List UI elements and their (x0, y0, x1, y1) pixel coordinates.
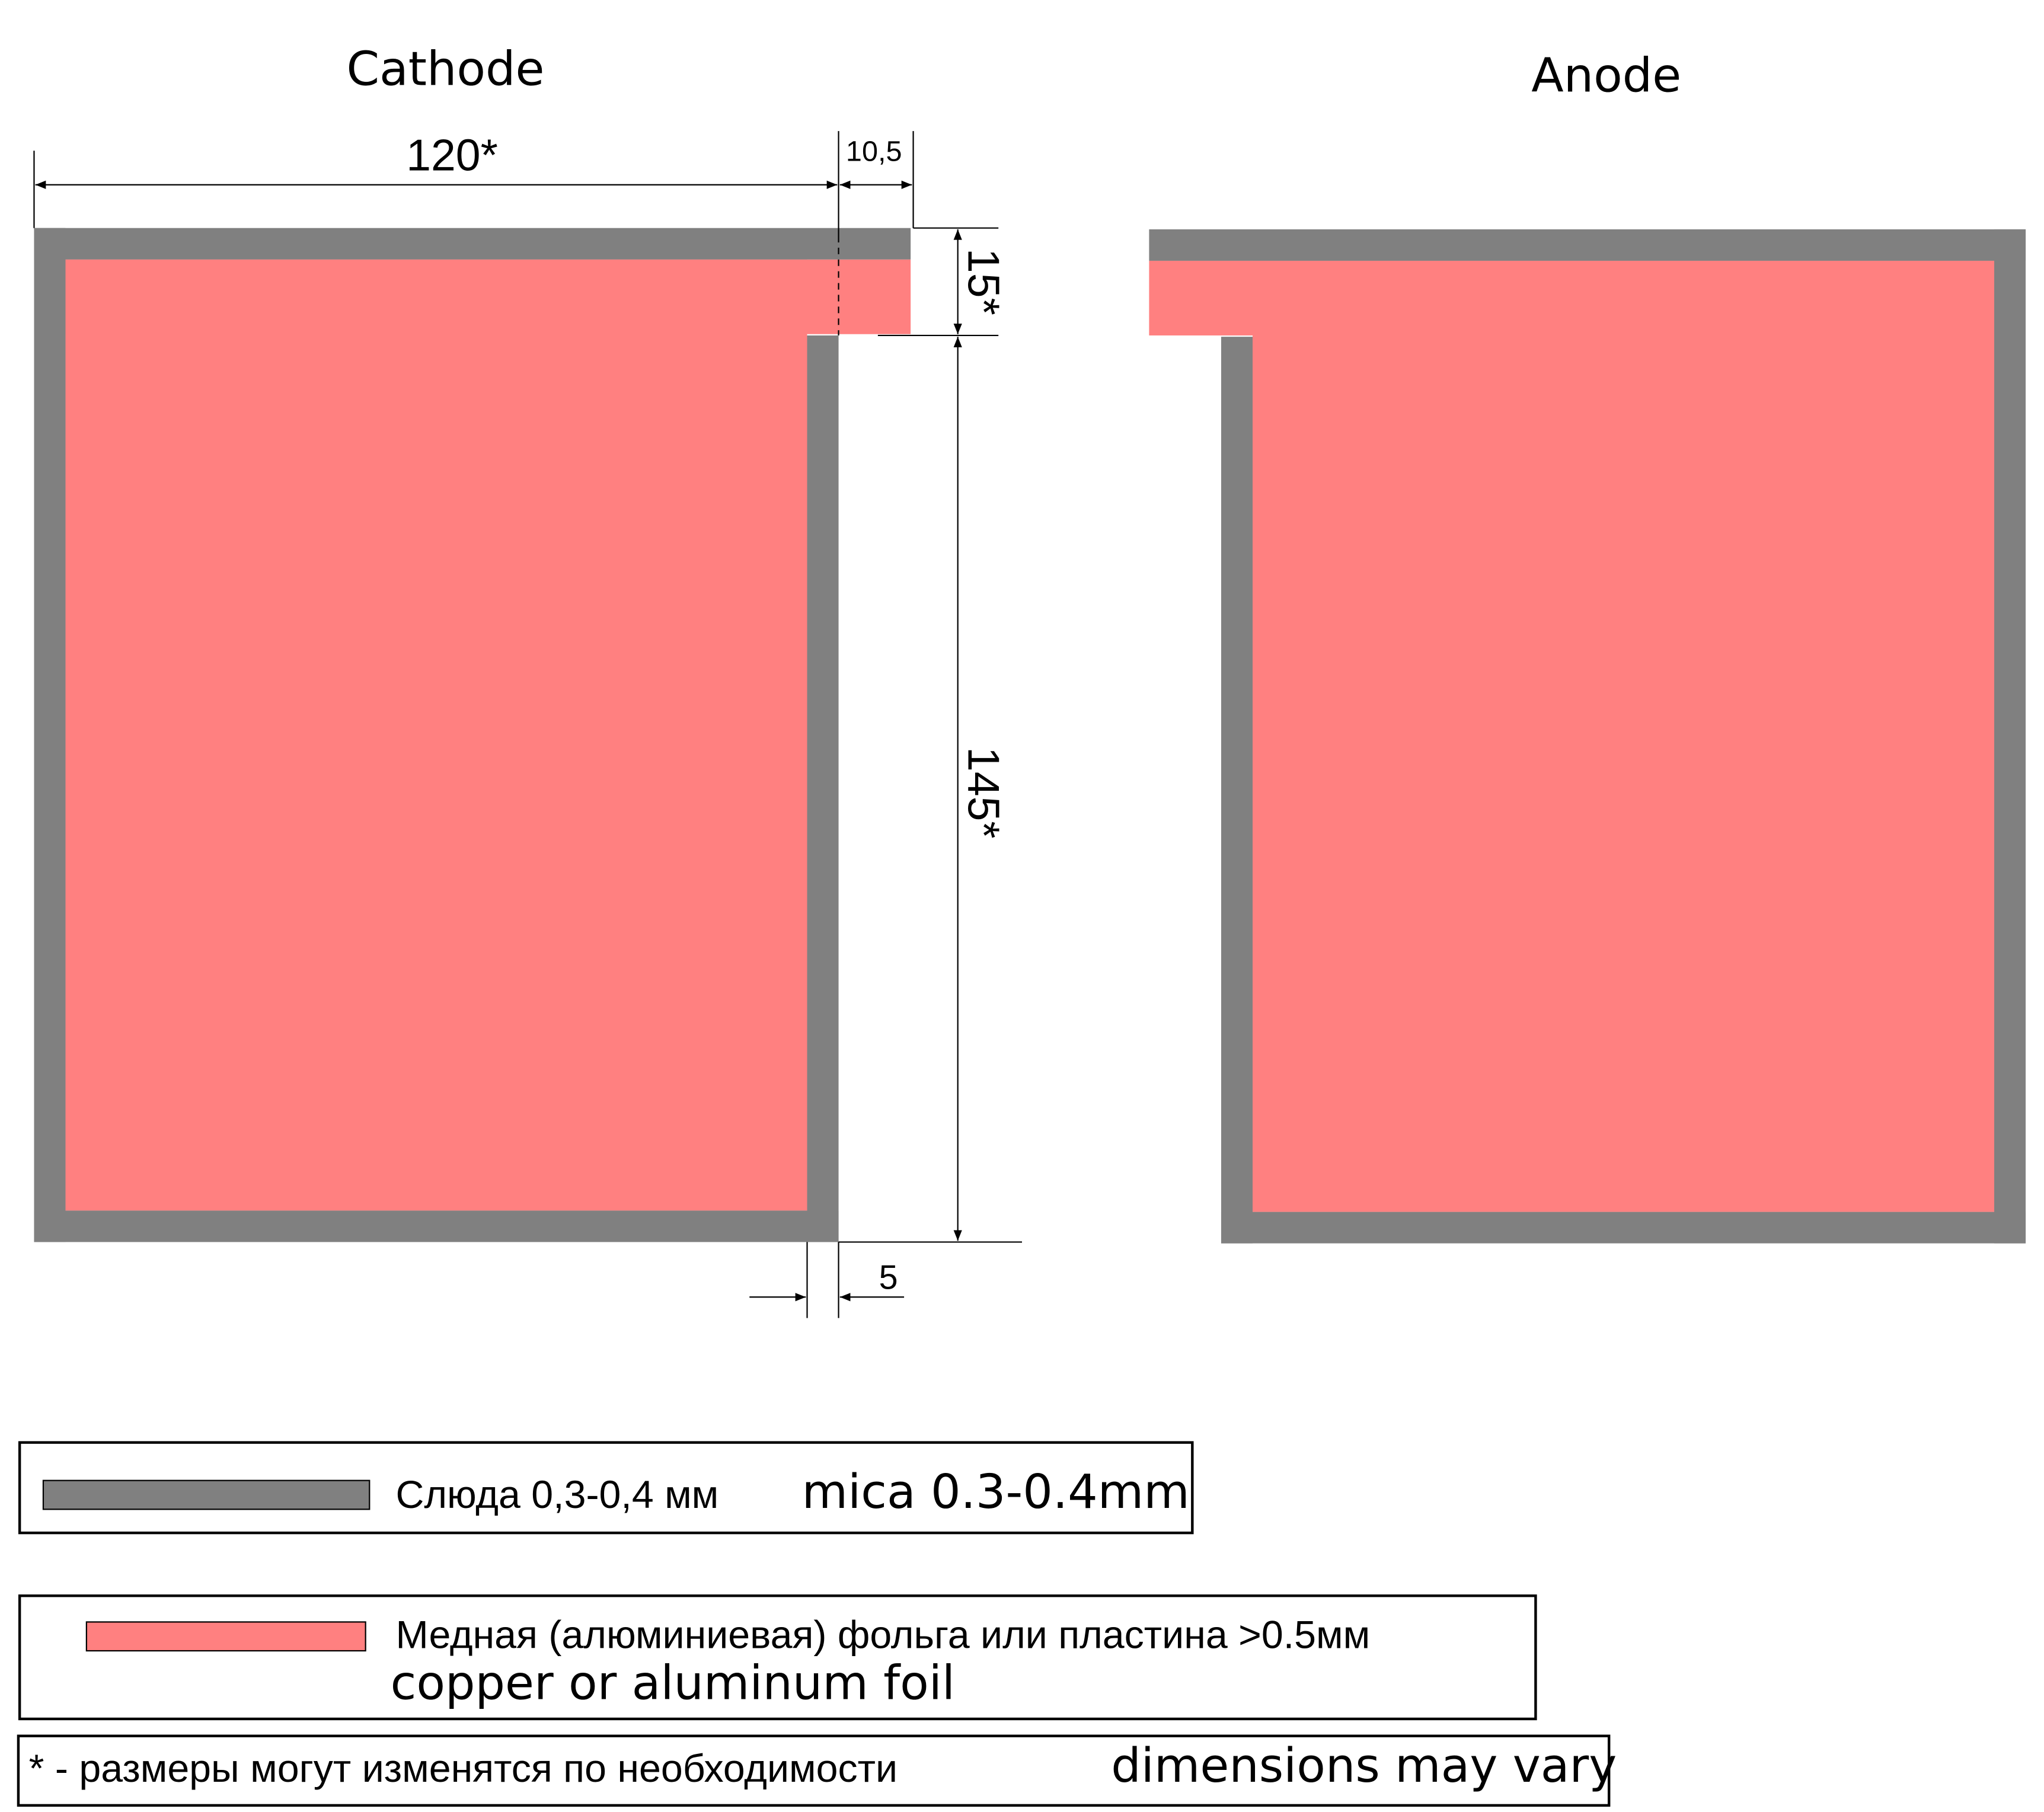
dimension-lines (33, 131, 1022, 1318)
legend-translation: copper or aluminum foil (391, 1656, 955, 1711)
legend-swatch (42, 1479, 371, 1510)
anode-shape (1149, 229, 2026, 1244)
legend-text: Медная (алюминиевая) фольга или пластина… (395, 1613, 1370, 1657)
dim-height: 145* (959, 747, 1008, 839)
legend-box (18, 1594, 1537, 1721)
dim-tab-width: 10,5 (846, 136, 902, 168)
note-box (17, 1734, 1611, 1807)
dim-gap: 5 (879, 1259, 898, 1297)
legend-text: Слюда 0,3-0,4 мм (395, 1473, 718, 1517)
legend-box (18, 1441, 1194, 1535)
note-translation: dimensions may vary (1111, 1738, 1617, 1793)
legend-swatch (85, 1621, 366, 1652)
note-text: * - размеры могут изменятся по необходим… (29, 1747, 898, 1791)
anode-title: Anode (1531, 48, 1681, 103)
cathode-title: Cathode (346, 41, 544, 97)
dim-width: 120* (406, 130, 498, 180)
legend-translation: mica 0.3-0.4mm (802, 1464, 1190, 1519)
dim-tab-height: 15* (959, 248, 1008, 315)
cathode-shape (34, 228, 911, 1242)
